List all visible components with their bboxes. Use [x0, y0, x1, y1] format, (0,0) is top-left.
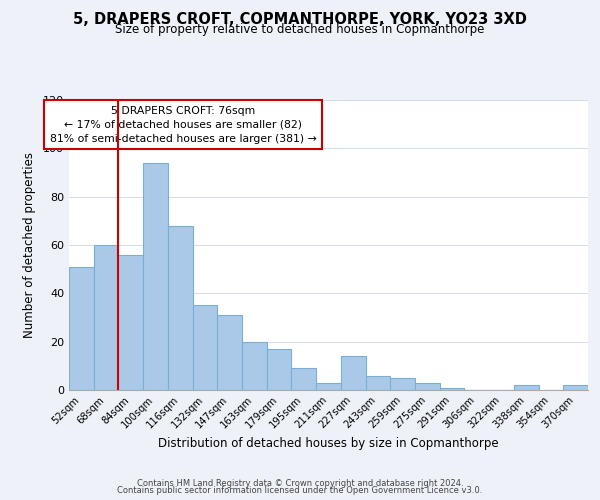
Bar — [514, 385, 539, 390]
Bar — [94, 245, 118, 390]
X-axis label: Distribution of detached houses by size in Copmanthorpe: Distribution of detached houses by size … — [158, 438, 499, 450]
Text: Contains public sector information licensed under the Open Government Licence v3: Contains public sector information licen… — [118, 486, 482, 495]
Bar — [563, 385, 588, 390]
Bar — [143, 163, 168, 390]
Bar — [168, 226, 193, 390]
Text: 5, DRAPERS CROFT, COPMANTHORPE, YORK, YO23 3XD: 5, DRAPERS CROFT, COPMANTHORPE, YORK, YO… — [73, 12, 527, 28]
Bar — [365, 376, 390, 390]
Bar — [341, 356, 365, 390]
Y-axis label: Number of detached properties: Number of detached properties — [23, 152, 36, 338]
Bar — [390, 378, 415, 390]
Text: Contains HM Land Registry data © Crown copyright and database right 2024.: Contains HM Land Registry data © Crown c… — [137, 478, 463, 488]
Bar — [242, 342, 267, 390]
Bar — [69, 267, 94, 390]
Bar — [193, 306, 217, 390]
Bar — [415, 383, 440, 390]
Bar — [118, 254, 143, 390]
Bar — [440, 388, 464, 390]
Bar — [267, 349, 292, 390]
Bar — [316, 383, 341, 390]
Text: Size of property relative to detached houses in Copmanthorpe: Size of property relative to detached ho… — [115, 22, 485, 36]
Bar — [217, 315, 242, 390]
Bar — [292, 368, 316, 390]
Text: 5 DRAPERS CROFT: 76sqm
← 17% of detached houses are smaller (82)
81% of semi-det: 5 DRAPERS CROFT: 76sqm ← 17% of detached… — [50, 106, 317, 144]
